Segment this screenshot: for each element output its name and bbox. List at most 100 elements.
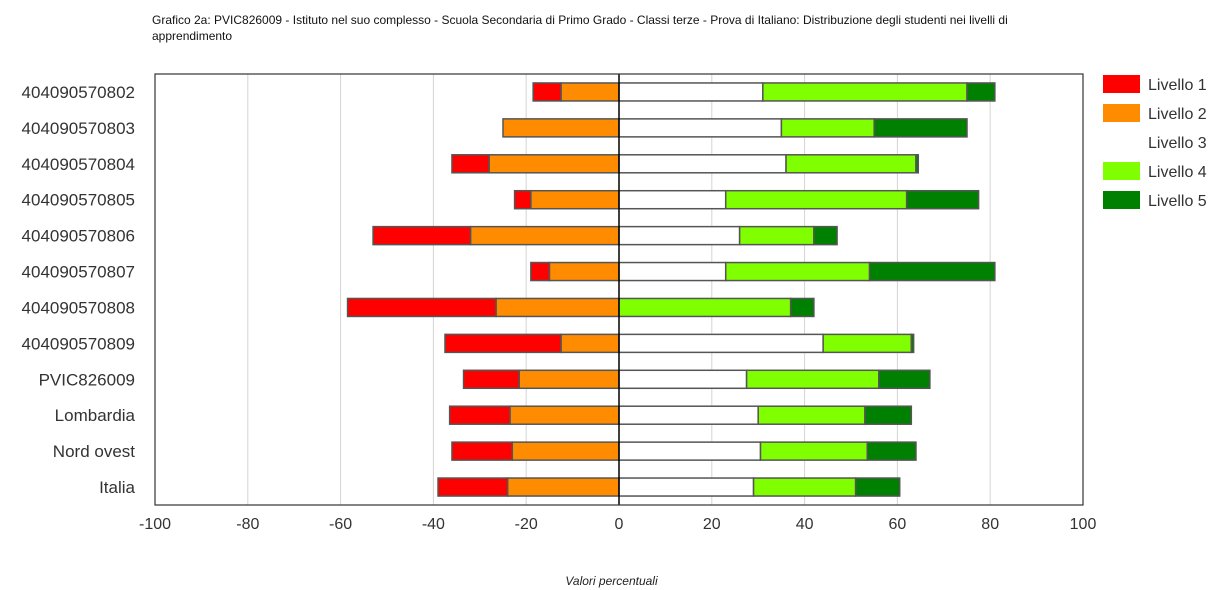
bar-livello-1	[462, 369, 520, 390]
x-tick-label: -20	[515, 516, 538, 533]
legend-swatch	[1103, 162, 1140, 180]
bar-livello-1	[372, 225, 472, 246]
legend-swatch	[1103, 191, 1140, 209]
bar-livello-1	[444, 333, 562, 354]
bar-livello-4	[745, 369, 880, 390]
bar-livello-1	[532, 82, 562, 102]
chart-title: Grafico 2a: PVIC826009 - Istituto nel su…	[152, 13, 1008, 43]
bar-livello-5	[905, 189, 980, 210]
bar-livello-3	[618, 82, 764, 102]
bar-livello-2	[495, 297, 620, 318]
bar-livello-2	[502, 118, 620, 138]
x-tick-label: -80	[236, 516, 259, 533]
category-label: 404090570803	[22, 119, 135, 138]
category-label: 404090570805	[22, 191, 135, 210]
x-tick-label: 20	[703, 516, 721, 533]
bar-livello-1	[448, 405, 511, 425]
bar-livello-4	[738, 225, 815, 246]
legend-swatch	[1103, 133, 1140, 151]
bar-livello-2	[488, 154, 620, 174]
bar-livello-5	[864, 405, 913, 425]
bar-livello-4	[752, 477, 857, 497]
category-label: 404090570807	[22, 263, 135, 282]
bar-livello-4	[724, 189, 908, 210]
bar-livello-3	[618, 225, 741, 246]
x-tick-label: 0	[615, 516, 624, 533]
category-label: 404090570806	[22, 227, 135, 246]
bar-livello-2	[530, 189, 620, 210]
legend-label: Livello 4	[1148, 164, 1207, 181]
bar-livello-4	[759, 441, 868, 461]
bar-livello-3	[618, 261, 727, 282]
tick-labels: -100 -80 -60 -40 -20 0 20 40 60 80 100	[139, 516, 1096, 533]
x-tick-label: 60	[889, 516, 907, 533]
bar-livello-5	[878, 369, 931, 390]
category-label: Italia	[99, 478, 135, 497]
category-label: PVIC826009	[39, 370, 135, 389]
bar-livello-4	[724, 261, 871, 282]
bar-livello-5	[789, 297, 815, 318]
bar-livello-1	[530, 261, 551, 282]
legend-swatch	[1103, 75, 1140, 93]
plot-frame	[154, 73, 1084, 506]
bar-livello-5	[915, 154, 920, 174]
legend-label: Livello 5	[1148, 193, 1207, 210]
bar-livello-3	[618, 333, 824, 354]
legend-label: Livello 1	[1148, 77, 1207, 94]
x-tick-label: 80	[981, 516, 999, 533]
legend-label: Livello 3	[1148, 135, 1207, 152]
bars	[346, 82, 996, 497]
category-label: 404090570809	[22, 334, 135, 353]
bar-livello-3	[618, 154, 787, 174]
bar-livello-3	[618, 118, 783, 138]
category-label: 404090570808	[22, 298, 135, 317]
bar-livello-3	[618, 189, 727, 210]
bar-livello-1	[437, 477, 509, 497]
category-label: Nord ovest	[53, 442, 135, 461]
bar-livello-5	[910, 333, 915, 354]
legend-swatch	[1103, 104, 1140, 122]
category-label: Lombardia	[55, 406, 136, 425]
bar-livello-5	[866, 441, 917, 461]
bar-livello-4	[780, 118, 875, 138]
x-tick-label: 100	[1070, 516, 1097, 533]
bar-livello-2	[509, 405, 620, 425]
bar-livello-5	[813, 225, 838, 246]
x-tick-label: 40	[796, 516, 814, 533]
bar-livello-1	[513, 189, 532, 210]
bar-livello-1	[451, 154, 490, 174]
bar-livello-2	[518, 369, 620, 390]
legend-label: Livello 2	[1148, 106, 1207, 123]
bar-livello-2	[560, 82, 620, 102]
x-axis-label: Valori percentuali	[565, 574, 658, 588]
bar-livello-3	[618, 441, 762, 461]
axes	[154, 73, 1084, 506]
bar-livello-1	[451, 441, 514, 461]
category-labels: 404090570802 404090570803 404090570804 4040…	[22, 83, 136, 497]
bar-livello-5	[868, 261, 996, 282]
bar-livello-2	[506, 477, 620, 497]
x-tick-label: -40	[422, 516, 445, 533]
bar-livello-2	[560, 333, 620, 354]
bar-livello-2	[511, 441, 620, 461]
x-tick-label: -100	[139, 516, 171, 533]
bar-livello-3	[618, 405, 759, 425]
bar-livello-4	[757, 405, 866, 425]
category-label: 404090570802	[22, 83, 135, 102]
legend: Livello 1 Livello 2 Livello 3 Livello 4 Live…	[1103, 75, 1207, 210]
bar-livello-4	[762, 82, 968, 102]
bar-livello-2	[548, 261, 620, 282]
bar-livello-5	[966, 82, 996, 102]
x-tick-label: -60	[329, 516, 352, 533]
bar-livello-5	[873, 118, 968, 138]
bar-livello-4	[785, 154, 917, 174]
bar-livello-1	[346, 297, 497, 318]
bar-livello-3	[618, 477, 755, 497]
bar-livello-3	[618, 369, 748, 390]
category-label: 404090570804	[22, 155, 135, 174]
bar-livello-4	[618, 297, 792, 318]
bar-livello-5	[854, 477, 901, 497]
bar-livello-2	[469, 225, 620, 246]
bar-livello-4	[822, 333, 913, 354]
